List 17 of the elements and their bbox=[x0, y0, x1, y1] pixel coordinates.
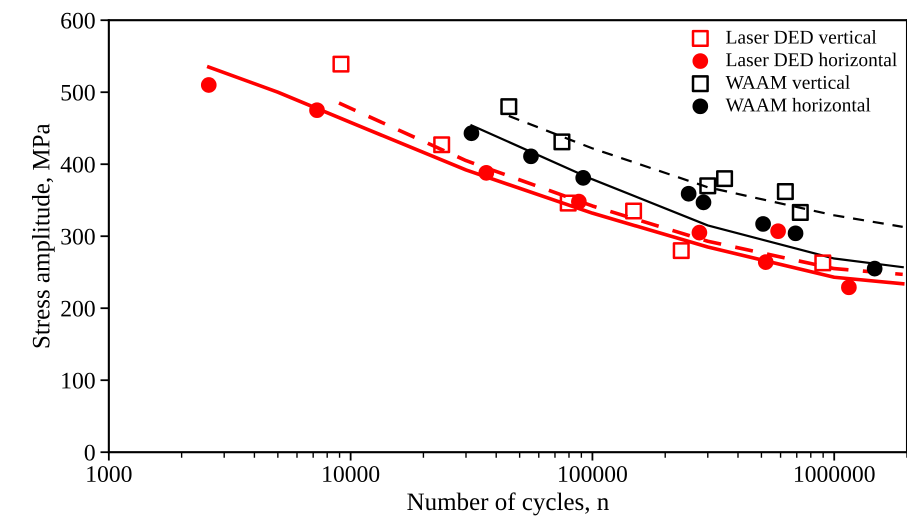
legend-label: Laser DED horizontal bbox=[726, 52, 897, 66]
y-tick-label: 600 bbox=[61, 12, 95, 29]
y-tick-label: 500 bbox=[62, 84, 95, 101]
y-tick-label: 400 bbox=[60, 156, 95, 173]
x-tick-label: 10000 bbox=[323, 466, 380, 482]
x-axis-title: Number of cycles, n bbox=[407, 492, 609, 516]
y-tick-label: 100 bbox=[62, 372, 95, 389]
x-tick-label: 1000 bbox=[87, 466, 132, 482]
x-tick-label: 1000000 bbox=[794, 466, 875, 482]
x-tick-label: 100000 bbox=[559, 466, 627, 482]
legend-label: Laser DED vertical bbox=[726, 30, 876, 44]
legend-label: WAAM horizontal bbox=[726, 98, 870, 112]
y-tick-label: 0 bbox=[84, 444, 95, 461]
y-tick-label: 300 bbox=[61, 228, 95, 245]
y-axis-title: Stress amplitude, MPa bbox=[32, 124, 55, 348]
y-tick-label: 200 bbox=[61, 300, 95, 317]
legend-label: WAAM vertical bbox=[726, 75, 850, 90]
